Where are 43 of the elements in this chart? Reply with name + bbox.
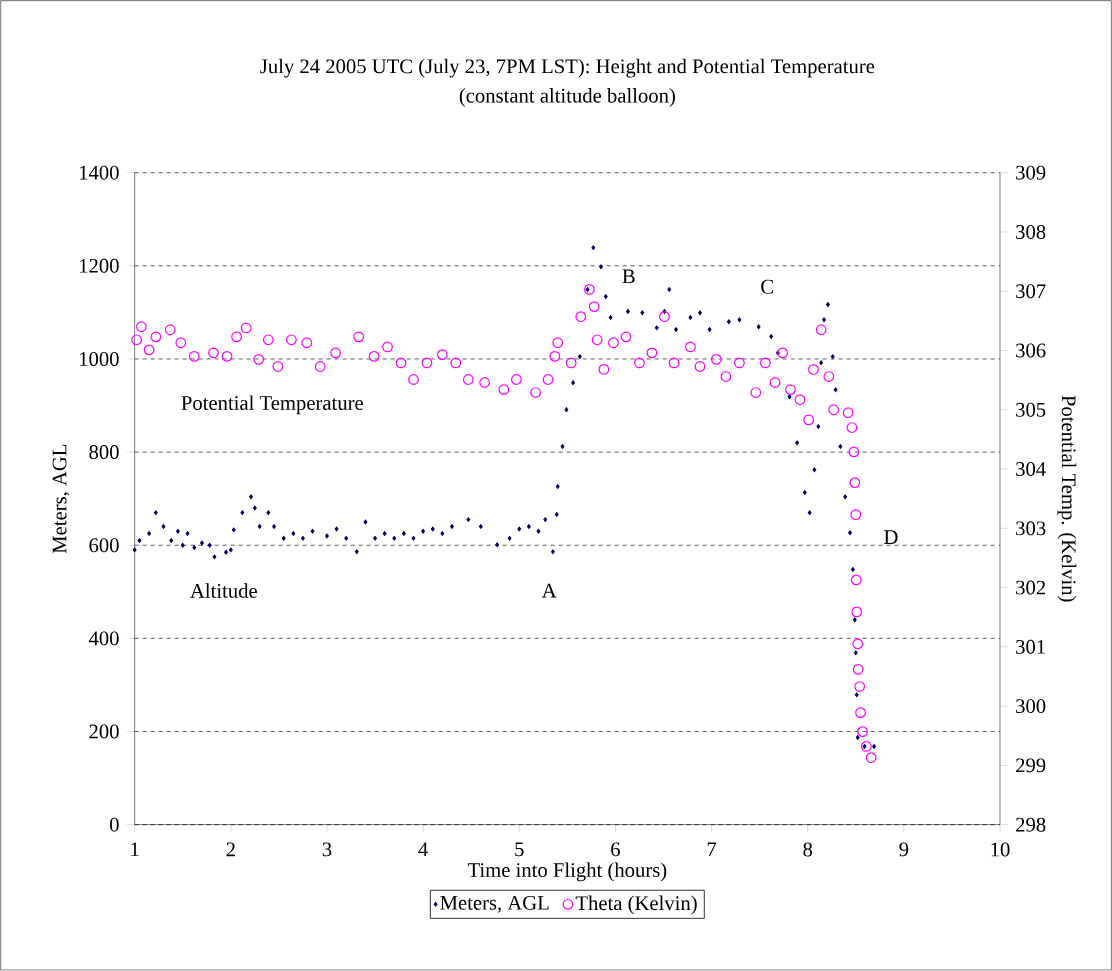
legend-label: Meters, AGL	[440, 896, 549, 913]
annotation: B	[622, 269, 635, 284]
x-tick-label: 10	[991, 842, 1010, 857]
y2-tick-label: 304	[1016, 462, 1046, 477]
y-tick-label: 600	[89, 538, 119, 553]
annotation: Potential Temperature	[181, 395, 363, 415]
x-tick-label: 1	[131, 842, 139, 857]
y2-tick-label: 305	[1016, 402, 1046, 417]
x-tick-label: 2	[226, 842, 235, 857]
y2-axis-title: Potential Temp. (Kelvin)	[1057, 395, 1077, 602]
chart-title: July 24 2005 UTC (July 23, 7PM LST): Height and Potential Temperature	[260, 58, 875, 78]
annotation: C	[761, 280, 773, 294]
y-tick-label: 1200	[80, 259, 119, 273]
y2-tick-label: 309	[1016, 165, 1046, 180]
x-tick-label: 4	[418, 842, 428, 857]
x-tick-label: 7	[707, 842, 717, 857]
y2-tick-label: 299	[1016, 758, 1046, 773]
x-axis-title: Time into Flight (hours)	[467, 862, 667, 882]
y-tick-label: 0	[109, 817, 119, 832]
y-tick-label: 1000	[80, 352, 119, 367]
chart-subtitle: (constant altitude balloon)	[459, 88, 675, 107]
y2-tick-label: 307	[1016, 284, 1046, 299]
y-tick-label: 1400	[80, 165, 119, 180]
x-tick-label: 8	[803, 842, 813, 857]
y2-tick-label: 300	[1016, 699, 1046, 714]
y2-tick-label: 303	[1016, 521, 1046, 536]
annotation: Altitude	[190, 583, 257, 599]
x-tick-label: 5	[515, 842, 524, 857]
y2-tick-label: 302	[1016, 580, 1045, 595]
y2-tick-label: 298	[1016, 817, 1046, 832]
y2-tick-label: 301	[1016, 640, 1045, 654]
y-tick-label: 400	[88, 631, 119, 646]
x-tick-label: 9	[899, 842, 909, 857]
y-tick-label: 800	[89, 445, 119, 460]
annotation: D	[884, 530, 898, 545]
x-tick-label: 6	[611, 842, 620, 857]
annotation: A	[541, 583, 557, 598]
y-tick-label: 200	[89, 724, 119, 739]
x-tick-label: 3	[322, 842, 332, 857]
legend-label: Theta (Kelvin)	[575, 895, 697, 915]
y-axis-title: Meters, AGL	[52, 445, 70, 554]
y2-tick-label: 308	[1016, 225, 1046, 240]
y2-tick-label: 306	[1016, 343, 1046, 358]
